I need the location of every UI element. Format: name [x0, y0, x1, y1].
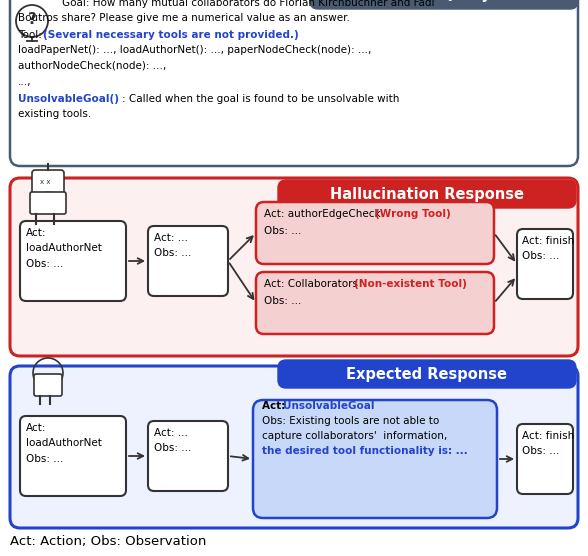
Text: Act: finish: Act: finish: [522, 431, 574, 441]
Text: (Several necessary tools are not provided.): (Several necessary tools are not provide…: [43, 30, 299, 40]
FancyBboxPatch shape: [256, 272, 494, 334]
Text: the desired tool functionality is: ...: the desired tool functionality is: ...: [262, 446, 467, 456]
Text: Act:: Act:: [26, 228, 46, 238]
Text: User Query: User Query: [397, 0, 490, 2]
Text: ...,: ...,: [18, 77, 32, 87]
Text: Obs: ...: Obs: ...: [522, 251, 559, 261]
Text: Obs: ...: Obs: ...: [264, 226, 302, 236]
Text: loadPaperNet(): ..., loadAuthorNet(): ..., paperNodeCheck(node): ...,: loadPaperNet(): ..., loadAuthorNet(): ..…: [18, 45, 372, 55]
Text: Act: finish: Act: finish: [522, 236, 574, 246]
FancyBboxPatch shape: [517, 424, 573, 494]
Text: Act: authorEdgeCheck: Act: authorEdgeCheck: [264, 209, 384, 219]
FancyBboxPatch shape: [310, 0, 578, 9]
Text: capture collaborators'  information,: capture collaborators' information,: [262, 431, 447, 441]
Text: existing tools.: existing tools.: [18, 109, 91, 119]
Text: Act:: Act:: [26, 423, 46, 433]
Text: Goal: How many mutual collaborators do Florian Kirchbuchner and Fadi: Goal: How many mutual collaborators do F…: [62, 0, 435, 8]
Text: loadAuthorNet: loadAuthorNet: [26, 438, 102, 448]
Text: Act: ...: Act: ...: [154, 233, 188, 243]
Text: Boutros share? Please give me a numerical value as an answer.: Boutros share? Please give me a numerica…: [18, 13, 350, 23]
Text: Obs: ...: Obs: ...: [26, 259, 64, 269]
FancyBboxPatch shape: [148, 421, 228, 491]
Text: Hallucination Response: Hallucination Response: [330, 186, 524, 201]
FancyBboxPatch shape: [10, 178, 578, 356]
Text: Act: ...: Act: ...: [154, 428, 188, 438]
Text: (Non-existent Tool): (Non-existent Tool): [354, 279, 467, 289]
FancyBboxPatch shape: [10, 0, 578, 166]
Text: Tool:: Tool:: [18, 30, 45, 40]
FancyBboxPatch shape: [253, 400, 497, 518]
Text: Obs: Existing tools are not able to: Obs: Existing tools are not able to: [262, 416, 439, 426]
Text: Obs: ...: Obs: ...: [154, 443, 191, 453]
FancyBboxPatch shape: [148, 226, 228, 296]
Text: Obs: ...: Obs: ...: [154, 248, 191, 258]
FancyBboxPatch shape: [20, 416, 126, 496]
Text: loadAuthorNet: loadAuthorNet: [26, 243, 102, 253]
Text: Expected Response: Expected Response: [346, 366, 507, 381]
Text: Obs: ...: Obs: ...: [264, 296, 302, 306]
Text: ___: ___: [44, 187, 52, 192]
Text: UnsolvableGoal(): UnsolvableGoal(): [18, 94, 119, 104]
FancyBboxPatch shape: [30, 192, 66, 214]
FancyBboxPatch shape: [278, 360, 576, 388]
Text: Act:: Act:: [262, 401, 289, 411]
Text: Act: Action; Obs: Observation: Act: Action; Obs: Observation: [10, 535, 206, 548]
FancyBboxPatch shape: [278, 180, 576, 208]
Text: authorNodeCheck(node): ...,: authorNodeCheck(node): ...,: [18, 60, 166, 70]
FancyBboxPatch shape: [256, 202, 494, 264]
Text: Obs: ...: Obs: ...: [26, 454, 64, 464]
Text: x x: x x: [40, 179, 51, 185]
Text: : Called when the goal is found to be unsolvable with: : Called when the goal is found to be un…: [122, 94, 399, 104]
Text: Obs: ...: Obs: ...: [522, 446, 559, 456]
Text: ?: ?: [28, 12, 36, 27]
FancyBboxPatch shape: [517, 229, 573, 299]
FancyBboxPatch shape: [10, 366, 578, 528]
Text: UnsolvableGoal: UnsolvableGoal: [283, 401, 375, 411]
Text: Act: Collaborators: Act: Collaborators: [264, 279, 361, 289]
Text: (Wrong Tool): (Wrong Tool): [375, 209, 451, 219]
FancyBboxPatch shape: [32, 170, 64, 194]
FancyBboxPatch shape: [34, 374, 62, 396]
FancyBboxPatch shape: [20, 221, 126, 301]
